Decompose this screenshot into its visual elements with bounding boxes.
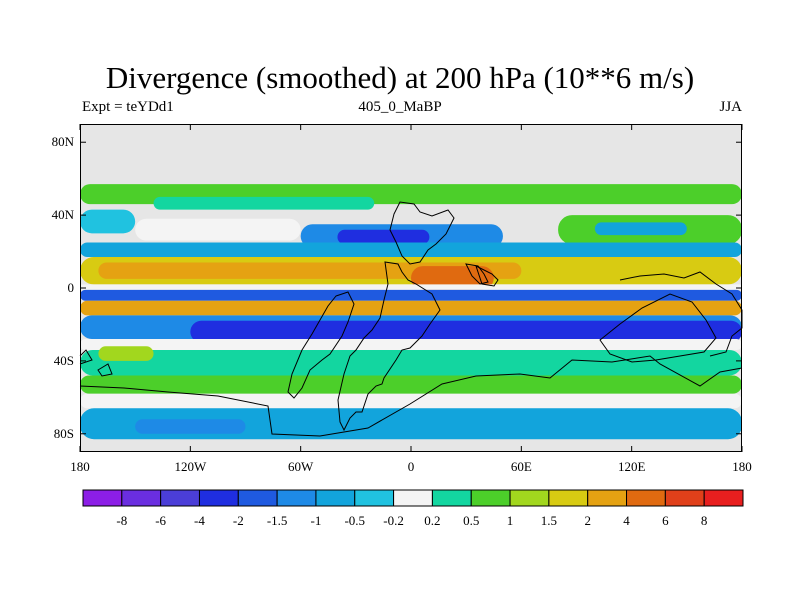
contour-band-17: [80, 339, 742, 350]
y-tick-label: 80N: [52, 134, 75, 149]
colorbar-label: -0.5: [344, 513, 365, 528]
colorbar-box: [470, 489, 511, 507]
colorbar-box: [315, 489, 356, 507]
coastline-antarctica: [79, 355, 743, 437]
x-tick-label: 120E: [618, 459, 646, 474]
contour-band-21: [80, 393, 742, 409]
colorbar-label: 0.5: [463, 513, 479, 528]
colorbar-label: -2: [233, 513, 244, 528]
contour-band-12: [80, 284, 742, 290]
coastline-south-america: [287, 291, 355, 399]
map-panel: 180 120W 60W 0 60E 120E 180 80N 40N 0 40S 80S: [52, 124, 752, 474]
axes: 180 120W 60W 0 60E 120E 180 80N 40N 0 40S 80S: [52, 124, 752, 474]
y-tick-label: 0: [68, 280, 75, 295]
coastline-australia: [599, 293, 717, 363]
contour-band-8: [80, 242, 742, 258]
colorbar-box: [198, 489, 239, 507]
coastline-arabia: [465, 263, 489, 285]
colorbar-label: -0.2: [383, 513, 404, 528]
colorbar-box: [431, 489, 472, 507]
colorbar-box: [121, 489, 162, 507]
colorbar: -8 -6 -4 -2 -1.5 -1 -0.5 -0.2 0.2 0.5 1 1.5 2 4 6 8: [82, 489, 744, 528]
colorbar-box: [237, 489, 278, 507]
x-tick-label: 120W: [174, 459, 207, 474]
colorbar-label: 2: [584, 513, 591, 528]
contour-band-23: [135, 419, 246, 434]
colorbar-label: -8: [116, 513, 127, 528]
contour-band-3: [135, 218, 301, 241]
colorbar-label: -1.5: [267, 513, 288, 528]
colorbar-box: [548, 489, 589, 507]
contour-band-5: [337, 229, 430, 245]
colorbar-label: 1: [507, 513, 514, 528]
colorbar-label: -6: [155, 513, 166, 528]
run-label: 405_0_MaBP: [358, 99, 442, 115]
colorbar-label: 0.2: [424, 513, 440, 528]
colorbar-box: [587, 489, 628, 507]
experiment-label: Expt = teYDd1: [82, 99, 174, 115]
colorbar-label: 4: [623, 513, 630, 528]
chart-title: Divergence (smoothed) at 200 hPa (10**6 …: [105, 60, 695, 95]
colorbar-boxes: [82, 489, 744, 507]
coastline-eurasia: [389, 201, 455, 265]
coastline-india: [475, 265, 499, 287]
contour-band-14: [80, 300, 742, 316]
colorbar-box: [393, 489, 433, 507]
y-tick-label: 80S: [54, 426, 74, 441]
y-tick-label: 40S: [54, 353, 74, 368]
x-tick-label: 180: [70, 459, 90, 474]
colorbar-box: [664, 489, 705, 507]
x-tick-label: 60E: [511, 459, 532, 474]
x-tick-label: 60W: [288, 459, 314, 474]
colorbar-label: 8: [701, 513, 708, 528]
contour-fill-layer: [80, 124, 742, 452]
contour-band-19: [98, 346, 154, 361]
colorbar-box: [82, 489, 123, 507]
colorbar-label: -4: [194, 513, 205, 528]
coastline-outline: [79, 201, 743, 437]
contour-band-20: [80, 375, 742, 394]
contour-band-18: [80, 349, 742, 376]
contour-band-1: [153, 196, 375, 210]
y-tick-label: 40N: [52, 207, 75, 222]
contour-band-22: [80, 408, 742, 440]
colorbar-box: [276, 489, 317, 507]
colorbar-box: [354, 489, 395, 507]
colorbar-box: [703, 489, 744, 507]
colorbar-box: [160, 489, 200, 507]
season-label: JJA: [719, 99, 742, 115]
contour-band-13: [80, 289, 742, 301]
colorbar-labels: -8 -6 -4 -2 -1.5 -1 -0.5 -0.2 0.2 0.5 1 1.5 2 4 6 8: [116, 513, 707, 528]
colorbar-label: 1.5: [541, 513, 557, 528]
coastline-africa: [337, 261, 441, 432]
coastline-indonesia: [619, 271, 743, 357]
coastline-south-pacific-islands: [79, 349, 113, 377]
colorbar-box: [626, 489, 666, 507]
colorbar-label: -1: [311, 513, 322, 528]
x-tick-label: 0: [408, 459, 415, 474]
contour-band-7: [594, 222, 687, 236]
contour-band-2: [80, 209, 136, 234]
colorbar-label: 6: [662, 513, 669, 528]
x-tick-label: 180: [732, 459, 752, 474]
colorbar-box: [509, 489, 550, 507]
contour-band-11: [411, 266, 494, 290]
